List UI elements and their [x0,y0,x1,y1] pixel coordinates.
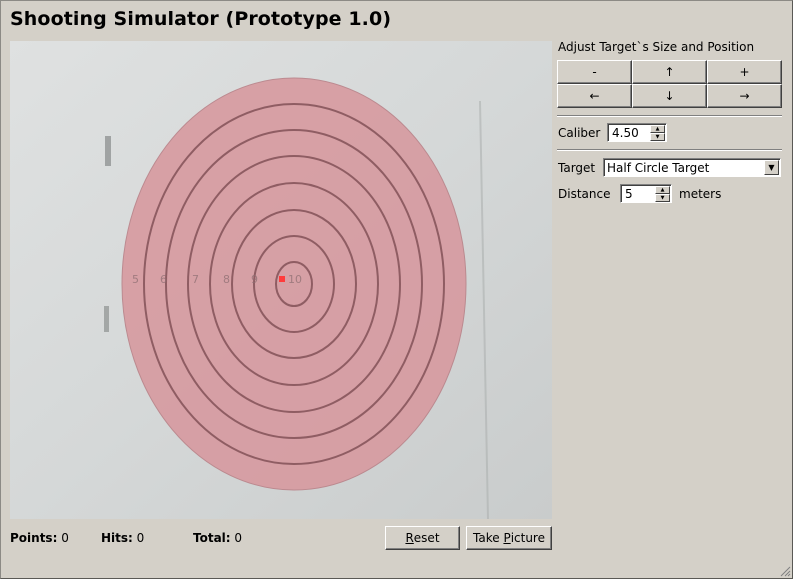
paper-mark-left-bottom [104,306,109,332]
ring-label-6: 6 [160,273,167,286]
dropdown-arrow-icon[interactable]: ▼ [764,160,779,175]
caliber-up-arrow-icon[interactable]: ▲ [650,125,665,133]
caliber-spinbox[interactable]: 4.50 ▲ ▼ [607,123,667,142]
hits-label: Hits: [101,531,133,545]
reset-label-suffix: eset [413,531,440,545]
shrink-target-button[interactable]: - [557,60,632,84]
move-up-button[interactable]: ↑ [632,60,707,84]
hits-value: 0 [136,531,145,545]
paper-fold [479,100,489,519]
grow-target-button[interactable]: + [707,60,782,84]
ring-label-9: 9 [251,273,258,286]
caliber-value: 4.50 [612,126,639,140]
adjust-heading: Adjust Target`s Size and Position [558,40,755,54]
app-title: Shooting Simulator (Prototype 1.0) [10,8,392,30]
reset-mnemonic: R [405,531,414,545]
move-down-button[interactable]: ↓ [632,84,707,108]
target-disc [121,77,467,491]
distance-up-arrow-icon[interactable]: ▲ [655,186,670,194]
distance-down-arrow-icon[interactable]: ▼ [655,194,670,202]
target-type-value: Half Circle Target [607,161,710,175]
total-label: Total: [193,531,231,545]
caliber-label: Caliber [558,126,601,140]
separator-2 [557,149,782,151]
caliber-stepper[interactable]: ▲ ▼ [650,125,665,141]
points-value: 0 [61,531,69,545]
caliber-down-arrow-icon[interactable]: ▼ [650,133,665,141]
ring-3 [187,155,401,413]
distance-stepper[interactable]: ▲ ▼ [655,186,670,202]
distance-label: Distance [558,187,611,201]
camera-view[interactable]: 5 6 7 8 9 10 [10,41,552,519]
move-right-button[interactable]: → [707,84,782,108]
ring-label-10: 10 [288,273,302,286]
ring-7 [275,261,313,307]
total-status: Total: 0 [193,531,242,545]
ring-2 [165,129,423,439]
resize-grip-icon[interactable] [779,565,791,577]
take-picture-label-prefix: Take [473,531,504,545]
move-left-button[interactable]: ← [557,84,632,108]
total-value: 0 [234,531,243,545]
hits-status: Hits: 0 [101,531,144,545]
ring-4 [209,182,379,386]
distance-value: 5 [625,187,633,201]
take-picture-mnemonic: P [503,531,511,545]
ring-1 [143,103,445,465]
separator-1 [557,115,782,117]
ring-6 [253,235,335,333]
paper-mark-left-top [105,136,111,166]
distance-spinbox[interactable]: 5 ▲ ▼ [620,184,672,203]
target-label: Target [558,161,596,175]
points-label: Points: [10,531,58,545]
target-type-select[interactable]: Half Circle Target ▼ [603,158,781,177]
target-canvas[interactable]: 5 6 7 8 9 10 [10,41,552,519]
target[interactable]: 5 6 7 8 9 10 [121,77,467,491]
take-picture-label-suffix: icture [510,531,545,545]
ring-label-5: 5 [132,273,139,286]
hit-marker [279,276,285,282]
points-status: Points: 0 [10,531,69,545]
distance-unit: meters [679,187,722,201]
ring-label-8: 8 [223,273,230,286]
ring-5 [231,209,357,359]
ring-label-7: 7 [192,273,199,286]
